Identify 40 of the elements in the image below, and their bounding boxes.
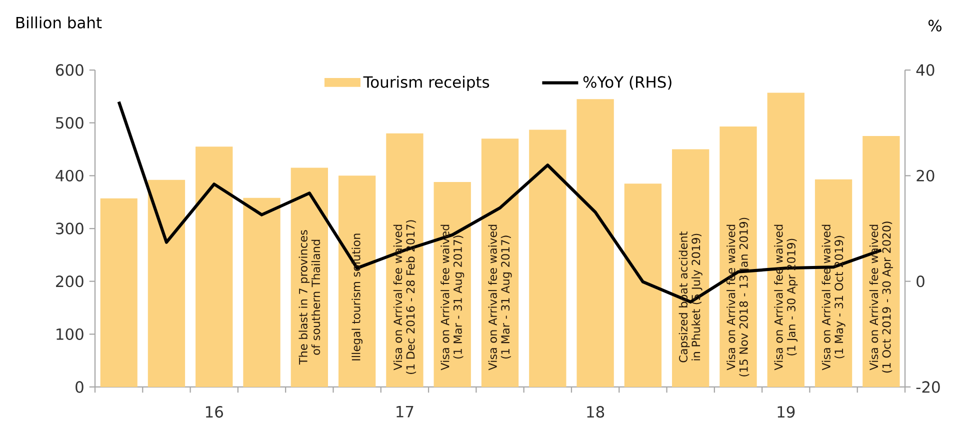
annotation: Visa on Arrival fee waived (1 Mar - 31 Aug 2017) <box>440 224 464 370</box>
x-tick-label: 16 <box>206 406 223 418</box>
annotation: The blast in 7 provinces of southern Thailand <box>298 230 320 365</box>
bar <box>720 126 757 387</box>
annotation: Visa on Arrival fee waived (1 May - 31 Oct 2019) <box>822 224 846 370</box>
bar <box>529 130 566 387</box>
y2-tick-label: 0 <box>916 276 924 288</box>
y2-tick-label: 20 <box>916 170 934 182</box>
y-tick-label: 0 <box>76 381 84 393</box>
x-tick-label: 17 <box>396 406 414 418</box>
bar <box>481 138 519 387</box>
y-tick-label: 500 <box>56 117 84 129</box>
x-tick-label: 18 <box>587 406 604 418</box>
legend-label: Tourism receipts <box>363 76 490 91</box>
bar <box>814 179 852 387</box>
bar <box>196 146 233 387</box>
y-tick-label: 300 <box>56 222 84 234</box>
y-tick-label: 400 <box>56 170 84 182</box>
y2-tick-label: -20 <box>916 381 940 393</box>
annotation: Visa on Arrival fee waived (1 Mar - 31 Aug 2017) <box>488 224 512 370</box>
bar <box>148 180 186 387</box>
x-tick-label: 19 <box>778 406 795 418</box>
bar <box>338 176 376 387</box>
y2-axis-title: % <box>928 20 942 32</box>
y-tick-label: 200 <box>56 276 84 288</box>
bar <box>243 198 280 387</box>
y-axis-title: Billion baht <box>16 16 102 28</box>
bar <box>862 136 900 387</box>
bar <box>100 198 138 387</box>
y-tick-label: 100 <box>56 328 84 340</box>
legend-label: %YoY (RHS) <box>583 76 672 90</box>
y2-tick-label: 40 <box>916 64 934 76</box>
bar <box>672 149 710 387</box>
bar <box>434 182 471 387</box>
bar <box>576 99 614 387</box>
bar <box>386 133 424 387</box>
bar <box>624 184 662 387</box>
bar <box>290 168 328 387</box>
bar <box>767 92 804 387</box>
y-tick-label: 600 <box>56 64 84 76</box>
